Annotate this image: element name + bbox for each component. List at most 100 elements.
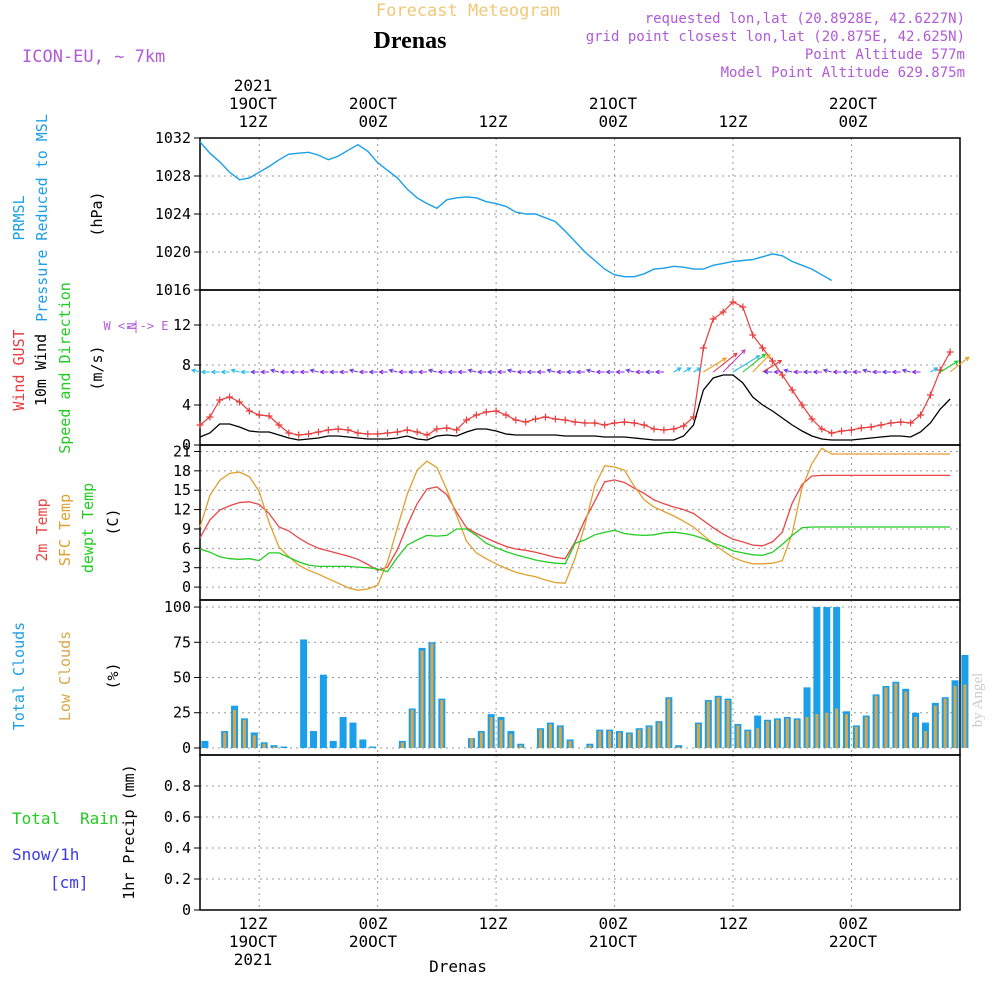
wind-arrow xyxy=(220,369,230,375)
gust-marker xyxy=(838,427,846,435)
model-label: ICON-EU, ~ 7km xyxy=(22,47,165,67)
wind-arrow xyxy=(240,369,250,375)
low-cloud-bar xyxy=(825,712,829,748)
location-title: Drenas xyxy=(374,28,447,54)
gust-marker xyxy=(344,426,352,434)
wind-arrow xyxy=(792,369,803,375)
panel-frame xyxy=(199,444,961,601)
low-cloud-bar xyxy=(223,732,227,748)
wind-arrow xyxy=(891,369,901,375)
wind-arrow xyxy=(516,369,526,375)
low-cloud-bar xyxy=(440,700,444,748)
gust-marker xyxy=(857,424,865,432)
low-cloud-bar xyxy=(736,725,740,748)
gust-marker xyxy=(482,408,490,416)
low-cloud-bar xyxy=(598,731,602,748)
wind-dir-label: Speed and Direction xyxy=(56,282,74,454)
low-cloud-bar xyxy=(479,732,483,748)
gust-marker xyxy=(640,421,648,429)
gust-marker xyxy=(670,425,678,433)
bottom-hour-label: 00Z xyxy=(599,914,628,933)
total-cloud-bar xyxy=(300,639,308,748)
wind-arrow xyxy=(506,368,516,374)
wind-arrow xyxy=(615,369,625,375)
cm-unit-label: [cm] xyxy=(50,873,89,892)
wind-arrow xyxy=(763,369,773,375)
bottom-hour-label: 12Z xyxy=(719,914,748,933)
precip-unit-label: 1hr Precip (mm) xyxy=(120,764,138,899)
gust-marker xyxy=(650,425,658,433)
wind-arrow xyxy=(644,369,655,375)
wind-arrow xyxy=(635,369,645,375)
low-cloud-bar xyxy=(499,719,503,748)
gust-marker xyxy=(680,422,688,430)
wind-arrow xyxy=(467,368,477,374)
low-cloud-bar xyxy=(430,643,434,748)
wind-arrow xyxy=(930,367,939,373)
credit-watermark: by Angel xyxy=(970,673,986,728)
gust-marker xyxy=(314,428,322,436)
top-hour-label: 00Z xyxy=(599,112,628,131)
gust-marker xyxy=(581,419,589,427)
gust-marker xyxy=(206,413,214,421)
wind-arrow xyxy=(901,368,911,374)
top-hour-label: 00Z xyxy=(839,112,868,131)
top-date-label: 20OCT xyxy=(349,94,398,113)
low-cloud-bar xyxy=(627,733,631,748)
total-cloud-bar xyxy=(339,716,347,748)
wind10m-label: 10m Wind xyxy=(32,334,50,406)
total-cloud-bar xyxy=(201,740,209,748)
wind-arrow xyxy=(496,369,506,375)
gust-marker xyxy=(364,430,372,438)
gust-marker xyxy=(334,425,342,433)
wind-arrow xyxy=(773,369,783,375)
total-cloud-bar xyxy=(675,745,683,748)
wind-arrow xyxy=(654,369,664,375)
wind-arrow xyxy=(210,369,220,375)
wind-arrow xyxy=(289,369,299,375)
wind-arrow xyxy=(457,369,467,375)
gust-marker xyxy=(749,331,757,339)
gust-marker xyxy=(818,425,826,433)
low-cloud-bar xyxy=(252,735,256,748)
gust-marker xyxy=(472,411,480,419)
wind-arrow xyxy=(605,369,615,375)
sfc-temp-label: SFC Temp xyxy=(56,494,74,566)
bottom-year-label: 2021 xyxy=(234,950,273,969)
top-date-label: 21OCT xyxy=(589,94,638,113)
low-cloud-bar xyxy=(272,746,276,748)
gust-marker xyxy=(433,425,441,433)
wind-arrow xyxy=(565,369,576,375)
low-cloud-bar xyxy=(943,698,947,748)
compass-rose: N W <-|-> E xyxy=(103,319,168,333)
gust-marker xyxy=(660,426,668,434)
low-cloud-bar xyxy=(904,691,908,748)
wind-arrow xyxy=(842,369,852,375)
wind-arrow xyxy=(338,369,349,375)
y-tick-label: 1020 xyxy=(155,243,191,261)
wind-arrow xyxy=(832,369,842,375)
gust-marker xyxy=(245,407,253,415)
gust-marker xyxy=(709,315,717,323)
wind-arrow xyxy=(822,368,832,374)
panel-frame xyxy=(199,289,961,446)
gust-marker xyxy=(620,418,628,426)
y-tick-label: 100 xyxy=(164,598,191,616)
gust-marker xyxy=(216,396,224,404)
y-tick-label: 0 xyxy=(182,436,191,454)
wind-arrow xyxy=(693,367,702,373)
wind-arrow xyxy=(378,369,388,375)
low-cloud-bar xyxy=(548,724,552,748)
y-tick-label: 1016 xyxy=(155,281,191,299)
panel-precipitation: 0 0.2 0.4 0.6 0.8 xyxy=(164,754,961,919)
wind-arrow xyxy=(368,369,378,375)
wind-arrow xyxy=(329,369,339,375)
low-cloud-bar xyxy=(775,719,779,748)
gust-marker xyxy=(423,431,431,439)
gust-marker xyxy=(235,398,243,406)
wind-arrow xyxy=(949,356,970,373)
gust-marker xyxy=(561,416,569,424)
wind-arrow xyxy=(250,369,260,375)
gust-marker xyxy=(532,415,540,423)
